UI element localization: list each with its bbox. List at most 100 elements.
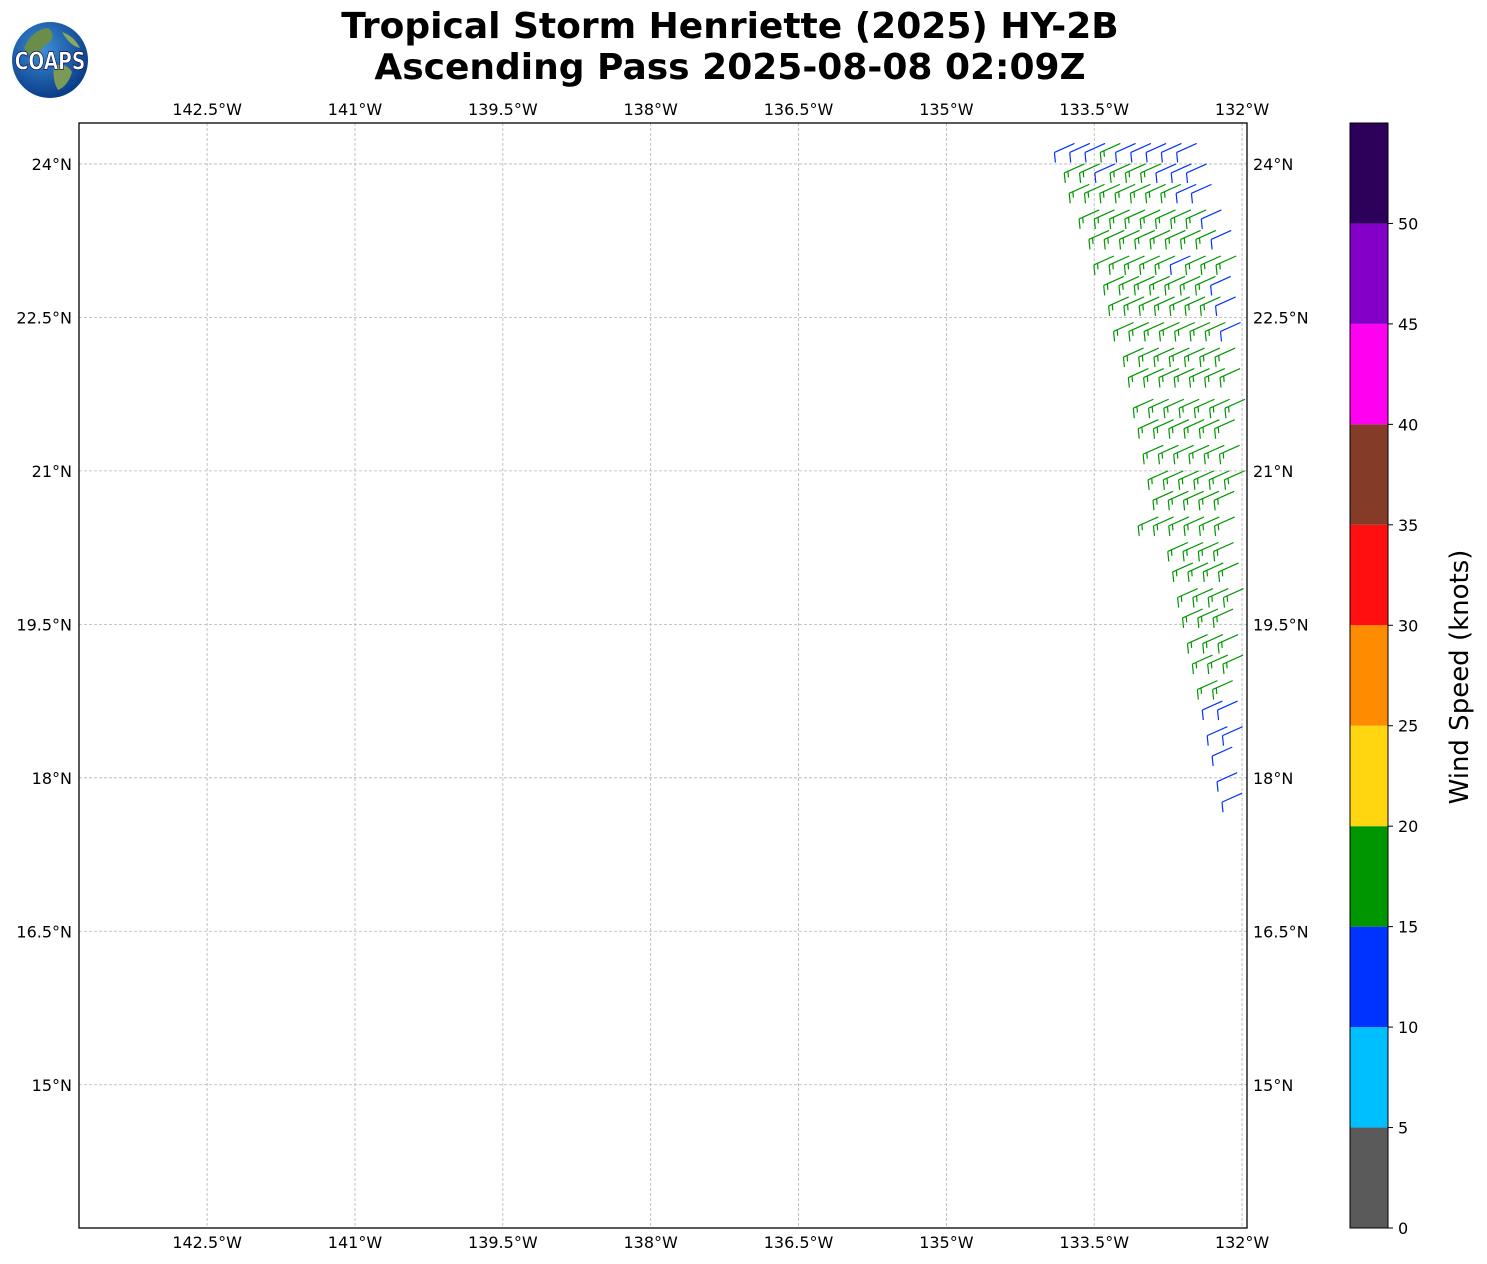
barb-half-flag [1151,406,1154,413]
barb-half-flag [1147,329,1149,336]
x-tick-label: 135°W [919,1233,974,1252]
barb-half-flag [1126,304,1129,311]
wind-barb [1068,183,1090,204]
barb-flag [1212,689,1215,700]
barb-flag [1139,264,1142,276]
barb-flag [1063,172,1066,183]
wind-barb [1184,296,1206,316]
barb-shaft [1216,772,1238,783]
wind-barb [1143,368,1164,388]
barb-shaft [1206,726,1228,737]
barb-flag [1167,500,1170,511]
barb-flag [1078,172,1082,183]
barb-half-flag [1106,283,1109,290]
barb-half-flag [1201,549,1204,556]
barb-flag [1103,285,1106,296]
barb-half-flag [1133,191,1136,198]
wind-barb [1154,209,1176,229]
barb-flag [1134,239,1137,250]
barb-half-flag [1148,191,1151,198]
wind-barb [1192,587,1214,608]
barb-shaft [1220,321,1241,333]
barb-half-flag [1141,427,1143,434]
barb-flag [1219,377,1222,388]
wind-barb [1213,419,1235,439]
barb-flag [1170,172,1173,183]
barb-flag [1192,597,1195,608]
wind-barb [1211,746,1233,767]
colorbar-segment [1350,1027,1388,1128]
wind-barb [1094,163,1116,183]
barb-flag [1189,331,1192,342]
y-tick-label: 15°N [32,1076,72,1095]
barb-flag [1218,454,1222,465]
x-tick-labels-bottom: 142.5°W 141°W 139.5°W 138°W 136.5°W 135°W 133.… [172,1233,1269,1252]
wind-barb [1187,562,1209,582]
wind-barb [1162,470,1184,490]
barb-flag [1143,377,1146,388]
barb-half-flag [1082,171,1085,178]
wind-barb [1127,368,1149,388]
barb-half-flag [1215,687,1218,695]
barb-half-flag [1173,217,1176,224]
wind-barb [1198,516,1220,536]
wind-barb [1153,296,1175,316]
wind-barb [1084,142,1106,163]
wind-barb [1053,142,1075,163]
barb-flag [1199,305,1202,316]
wind-barb [1160,142,1182,163]
barb-flag [1148,285,1152,296]
barb-flag [1163,408,1166,419]
barb-flag [1114,152,1118,163]
barb-flag [1221,802,1224,813]
barb-flag [1138,305,1141,316]
barb-flag [1200,218,1203,229]
barb-flag [1152,525,1156,536]
barb-half-flag [1208,329,1210,336]
barb-flag [1213,428,1217,439]
wind-barb [1213,541,1234,562]
wind-barb [1219,321,1241,342]
barb-half-flag [1197,406,1200,413]
coaps-logo: COAPS [12,22,88,98]
barb-flag [1203,454,1206,465]
wind-barb [1170,163,1192,183]
colorbar-segment [1350,123,1388,224]
wind-barb [1167,541,1189,562]
wind-barb [1204,368,1226,388]
barb-flag [1169,305,1172,316]
wind-barb [1149,229,1171,250]
wind-barb [1145,142,1167,163]
colorbar-tick-label: 10 [1398,1018,1418,1037]
colorbar-tick-label: 25 [1398,717,1418,736]
wind-barb [1213,490,1235,511]
barb-half-flag [1217,498,1219,505]
wind-barb [1109,209,1130,229]
barb-flag [1185,172,1189,183]
wind-barb [1178,398,1200,419]
barb-shaft [1217,700,1238,711]
barb-flag [1210,239,1213,250]
barb-half-flag [1127,263,1130,270]
wind-barb [1182,541,1204,562]
barb-flag [1200,264,1203,276]
barb-half-flag [1217,524,1220,531]
barb-flag [1176,152,1179,163]
wind-barb [1217,634,1239,654]
x-tick-label: 135°W [919,100,974,119]
barb-flag [1132,408,1135,419]
wind-barb [1190,183,1212,204]
wind-barb [1176,142,1197,163]
barb-shaft [1191,183,1212,194]
wind-barb [1129,183,1151,204]
barb-flag [1222,597,1226,608]
barb-half-flag [1186,549,1188,556]
wind-barb [1186,634,1208,654]
wind-barb [1177,587,1198,608]
barb-half-flag [1122,237,1125,244]
barb-half-flag [1158,263,1160,270]
wind-barb [1217,562,1239,582]
wind-barb [1132,398,1154,419]
barb-half-flag [1122,283,1124,290]
